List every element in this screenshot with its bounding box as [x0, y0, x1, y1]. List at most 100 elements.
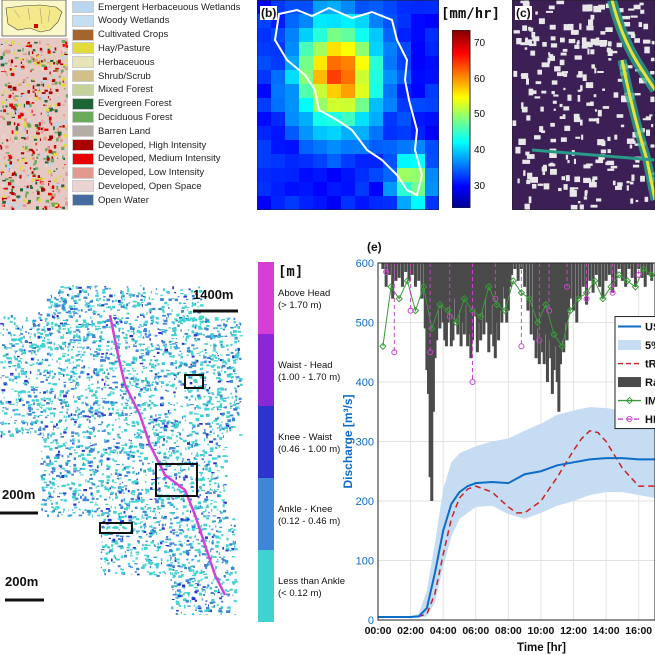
legend-swatch	[72, 83, 94, 96]
rain-bar	[646, 263, 650, 275]
legend-text: US	[645, 322, 655, 334]
rain-bar	[400, 263, 404, 287]
rain-bar	[594, 263, 598, 275]
hfl-point	[635, 271, 642, 278]
colorbar-tick: 40	[474, 145, 486, 157]
legend-swatch	[72, 97, 94, 110]
rain-bar	[430, 263, 434, 501]
rain-bar	[585, 263, 589, 305]
rain-bar	[394, 263, 398, 281]
x-tick-label: 04:00	[430, 625, 457, 637]
rainfall-colorbar	[452, 30, 471, 208]
legend-entry: Developed, High Intensity	[72, 138, 206, 152]
legend-label: Shrub/Scrub	[98, 70, 151, 82]
imerg-point	[566, 306, 574, 315]
rain-bar	[620, 263, 624, 281]
legend-entry: Evergreen Forest	[72, 97, 171, 111]
rain-bar	[567, 263, 571, 311]
rain-bar	[505, 263, 509, 323]
colorbar-tick: 30	[474, 180, 486, 192]
rain-bar	[436, 263, 440, 311]
hfl-point	[492, 295, 499, 302]
legend-swatch	[72, 125, 94, 138]
hfl-point	[583, 295, 590, 302]
legend-swatch	[72, 194, 94, 207]
panel-b-label: (b)	[260, 6, 278, 20]
hfl-point	[469, 379, 476, 385]
watershed-boundary	[273, 6, 424, 197]
hfl-point	[536, 337, 543, 344]
imerg-point	[485, 283, 493, 291]
rain-bar	[467, 263, 471, 335]
imerg-point	[452, 318, 460, 327]
legend-entry: Developed, Open Space	[72, 179, 202, 193]
legend-text: tR	[645, 359, 655, 371]
legend-label: Evergreen Forest	[98, 98, 172, 110]
discharge-chart: 0 100 200 300 400 500 600 00:00 02:00 04:00 06:00 0…	[341, 258, 655, 654]
rain-bar	[529, 263, 533, 335]
rain-bar	[542, 263, 546, 365]
legend-swatch	[72, 42, 94, 55]
rain-bar	[617, 263, 621, 269]
rain-bar	[488, 263, 492, 335]
rain-bar	[464, 263, 468, 305]
x-tick-label: 14:00	[593, 625, 620, 637]
legend-text: 5%	[645, 340, 655, 352]
legend-entry: Shrub/Scrub	[72, 69, 151, 83]
inset-box-1	[184, 374, 204, 389]
rain-bar	[560, 263, 564, 341]
rain-bar	[534, 263, 538, 359]
rain-bar	[453, 263, 457, 299]
legend-swatch	[72, 111, 94, 124]
rain-bar	[435, 263, 439, 341]
hfl-point	[407, 307, 414, 314]
hfl-point	[564, 283, 571, 290]
river-channel	[108, 314, 227, 596]
x-tick-label: 16:00	[625, 625, 652, 637]
legend-label: Woody Wetlands	[98, 15, 170, 27]
hfl-point	[546, 307, 553, 314]
depth-class-swatch	[258, 550, 274, 622]
rain-bar	[500, 263, 504, 323]
rain-bar	[497, 263, 501, 341]
rain-bar	[438, 263, 442, 329]
rain-bar	[555, 263, 559, 382]
imerg-point	[631, 283, 640, 291]
rain-bar	[459, 263, 463, 347]
imerg-point	[476, 312, 485, 321]
legend-text: IM	[645, 396, 655, 408]
y-tick-label: 300	[356, 437, 374, 449]
rain-bar	[490, 263, 494, 305]
depth-class-swatch	[258, 406, 274, 478]
rain-bar	[451, 263, 455, 341]
rain-bar	[472, 263, 476, 311]
rain-bar	[558, 263, 562, 365]
imerg-point	[615, 271, 623, 279]
chart-legend	[614, 316, 655, 430]
rain-bar	[506, 263, 510, 311]
y-tick-label: 200	[356, 496, 374, 508]
imerg-point	[517, 289, 526, 297]
rain-bar	[397, 263, 401, 278]
rain-bar	[544, 263, 548, 335]
imerg-line	[382, 268, 653, 348]
legend-swatch	[72, 139, 94, 151]
rain-bar	[457, 263, 461, 311]
rain-bar	[598, 263, 602, 287]
panel-c-label: (c)	[515, 6, 532, 20]
hfl-point	[446, 313, 453, 320]
rain-bar	[474, 263, 478, 317]
legend-entry: Cultivated Crops	[72, 28, 168, 42]
rainfall-map	[257, 0, 439, 210]
x-tick-label: 12:00	[560, 625, 587, 637]
legend-swatch	[72, 180, 94, 193]
legend-label: Developed, Medium Intensity	[98, 153, 221, 165]
rain-bar	[501, 263, 505, 287]
imerg-point	[460, 294, 469, 303]
rain-bar	[554, 263, 558, 347]
rain-bar	[466, 263, 470, 347]
legend-label: Deciduous Forest	[98, 111, 173, 123]
legend-swatch	[72, 56, 94, 69]
rainfall-unit: [mm/hr]	[441, 6, 501, 22]
colorbar-tick: 50	[474, 109, 486, 121]
